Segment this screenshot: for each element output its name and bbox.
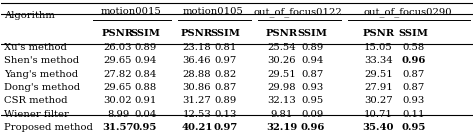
Text: 0.87: 0.87 — [402, 83, 425, 92]
Text: SSIM: SSIM — [130, 29, 160, 38]
Text: SSIM: SSIM — [298, 29, 328, 38]
Text: Xu's method: Xu's method — [4, 43, 67, 52]
Text: Wiener filter: Wiener filter — [4, 110, 69, 119]
Text: 0.94: 0.94 — [301, 56, 324, 65]
Text: 0.88: 0.88 — [134, 83, 156, 92]
Text: 30.26: 30.26 — [267, 56, 296, 65]
Text: 28.88: 28.88 — [182, 70, 211, 79]
Text: Shen's method: Shen's method — [4, 56, 79, 65]
Text: 0.58: 0.58 — [402, 43, 425, 52]
Text: 27.82: 27.82 — [104, 70, 132, 79]
Text: 8.99: 8.99 — [107, 110, 129, 119]
Text: 25.54: 25.54 — [267, 43, 296, 52]
Text: Yang's method: Yang's method — [4, 70, 78, 79]
Text: 15.05: 15.05 — [364, 43, 393, 52]
Text: CSR method: CSR method — [4, 96, 67, 105]
Text: 0.96: 0.96 — [401, 56, 426, 65]
Text: 23.18: 23.18 — [182, 43, 211, 52]
Text: 0.96: 0.96 — [300, 123, 325, 132]
Text: PSNR: PSNR — [181, 29, 213, 38]
Text: out_of_focus0290: out_of_focus0290 — [364, 7, 452, 17]
Text: 29.65: 29.65 — [104, 56, 132, 65]
Text: 0.11: 0.11 — [402, 110, 425, 119]
Text: 0.09: 0.09 — [301, 110, 324, 119]
Text: PSNR: PSNR — [102, 29, 134, 38]
Text: 30.27: 30.27 — [364, 96, 392, 105]
Text: 0.89: 0.89 — [134, 43, 156, 52]
Text: 0.95: 0.95 — [401, 123, 426, 132]
Text: SSIM: SSIM — [210, 29, 240, 38]
Text: 27.91: 27.91 — [364, 83, 393, 92]
Text: 10.71: 10.71 — [364, 110, 393, 119]
Text: 0.97: 0.97 — [213, 123, 237, 132]
Text: 9.81: 9.81 — [271, 110, 293, 119]
Text: 0.89: 0.89 — [301, 43, 324, 52]
Text: 0.95: 0.95 — [133, 123, 157, 132]
Text: 30.86: 30.86 — [182, 83, 211, 92]
Text: 35.40: 35.40 — [363, 123, 394, 132]
Text: 0.93: 0.93 — [301, 83, 324, 92]
Text: out_of_focus0122: out_of_focus0122 — [254, 7, 343, 17]
Text: SSIM: SSIM — [399, 29, 428, 38]
Text: 29.51: 29.51 — [267, 70, 296, 79]
Text: 0.13: 0.13 — [214, 110, 237, 119]
Text: 29.65: 29.65 — [104, 83, 132, 92]
Text: 33.34: 33.34 — [364, 56, 393, 65]
Text: 29.98: 29.98 — [267, 83, 296, 92]
Text: motion0105: motion0105 — [183, 7, 244, 16]
Text: motion0015: motion0015 — [100, 7, 162, 16]
Text: 26.03: 26.03 — [104, 43, 132, 52]
Text: 0.84: 0.84 — [134, 70, 156, 79]
Text: 32.13: 32.13 — [267, 96, 296, 105]
Text: 0.87: 0.87 — [402, 70, 425, 79]
Text: Proposed method: Proposed method — [4, 123, 92, 132]
Text: 0.95: 0.95 — [301, 96, 324, 105]
Text: 0.04: 0.04 — [134, 110, 156, 119]
Text: 40.21: 40.21 — [181, 123, 213, 132]
Text: 0.87: 0.87 — [214, 83, 237, 92]
Text: 31.57: 31.57 — [102, 123, 134, 132]
Text: 12.53: 12.53 — [182, 110, 211, 119]
Text: 0.94: 0.94 — [134, 56, 156, 65]
Text: 0.87: 0.87 — [301, 70, 324, 79]
Text: 0.81: 0.81 — [214, 43, 237, 52]
Text: 36.46: 36.46 — [182, 56, 211, 65]
Text: 0.93: 0.93 — [402, 96, 425, 105]
Text: 32.19: 32.19 — [266, 123, 297, 132]
Text: Algorithm: Algorithm — [4, 11, 55, 20]
Text: PSNR: PSNR — [266, 29, 298, 38]
Text: 0.82: 0.82 — [214, 70, 237, 79]
Text: 29.51: 29.51 — [364, 70, 393, 79]
Text: 0.91: 0.91 — [134, 96, 156, 105]
Text: Dong's method: Dong's method — [4, 83, 80, 92]
Text: 0.97: 0.97 — [214, 56, 237, 65]
Text: 0.89: 0.89 — [214, 96, 237, 105]
Text: 31.27: 31.27 — [182, 96, 211, 105]
Text: PSNR: PSNR — [362, 29, 394, 38]
Text: 30.02: 30.02 — [104, 96, 132, 105]
